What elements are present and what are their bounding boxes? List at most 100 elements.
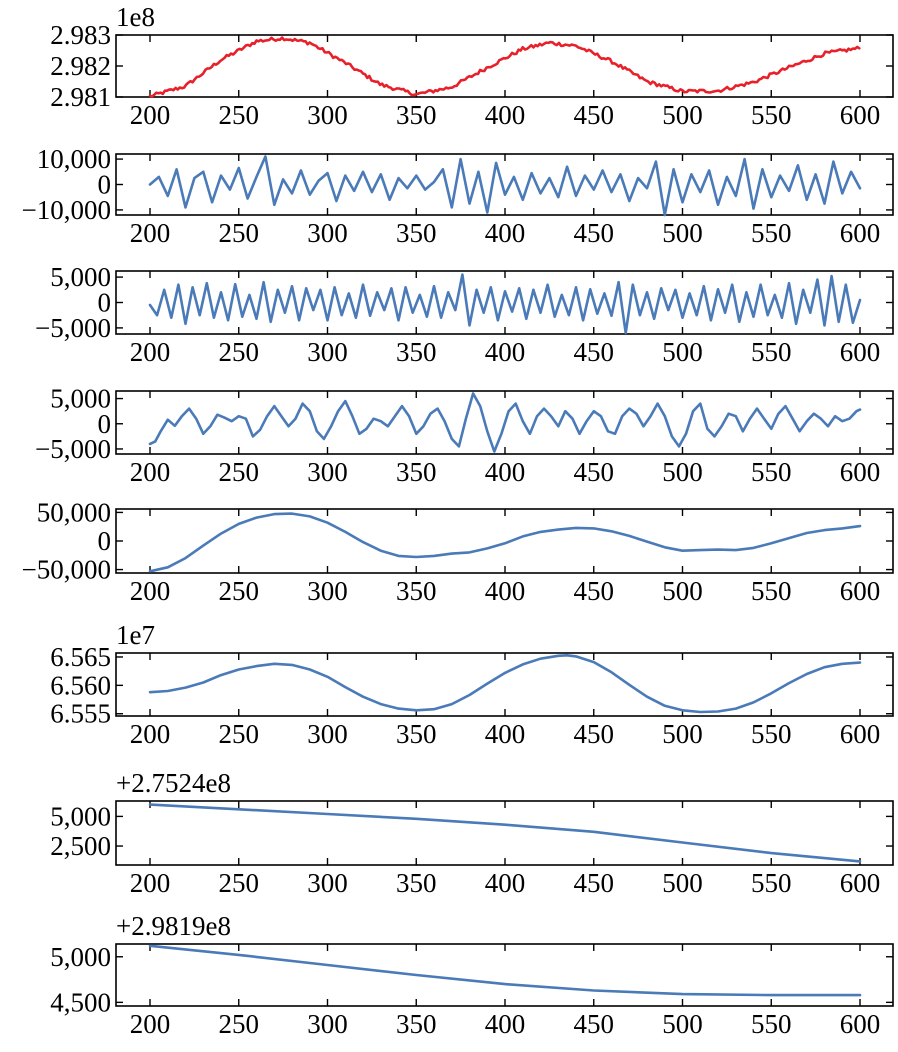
- x-tick-label: 450: [574, 719, 615, 749]
- x-tick-label: 300: [307, 218, 348, 248]
- x-tick-label: 350: [396, 868, 437, 898]
- series-line: [148, 392, 862, 453]
- x-tick-label: 600: [840, 100, 881, 130]
- x-tick-label: 350: [396, 457, 437, 487]
- y-tick-label: 6.565: [50, 642, 111, 672]
- x-tick-label: 250: [219, 868, 260, 898]
- x-tick-label: 300: [307, 457, 348, 487]
- axes-frame: [115, 652, 894, 717]
- x-tick-label: 200: [130, 868, 171, 898]
- y-tick-label: −5,000: [35, 313, 111, 343]
- x-tick-label: 200: [130, 218, 171, 248]
- x-tick-label: 300: [307, 719, 348, 749]
- x-tick-label: 500: [662, 100, 703, 130]
- subplot-6: 200 250 300 350 400 450 500 550 600 6.5556.5606.5…: [50, 620, 894, 749]
- x-tick-label: 550: [751, 868, 792, 898]
- x-tick-label: 400: [485, 337, 526, 367]
- series-line: [148, 155, 862, 217]
- y-tick-label: 2,500: [50, 831, 111, 861]
- series-line: [148, 654, 862, 714]
- axes-frame: [115, 800, 894, 866]
- y-tick-label: −5,000: [35, 434, 111, 464]
- x-tick-label: 550: [751, 457, 792, 487]
- x-tick-label: 450: [574, 218, 615, 248]
- series-line: [148, 803, 862, 863]
- x-tick-label: 200: [130, 100, 171, 130]
- x-tick-label: 300: [307, 1009, 348, 1039]
- subplot-1: 200 250 300 350 400 450 500 550 600 2.9812.9822.9…: [50, 2, 894, 130]
- x-tick-label: 400: [485, 576, 526, 606]
- subplot-5: 200 250 300 350 400 450 500 550 600 −50,000050,00…: [22, 497, 894, 606]
- y-tick-label: 5,000: [50, 942, 111, 972]
- x-tick-label: 400: [485, 1009, 526, 1039]
- x-tick-label: 350: [396, 100, 437, 130]
- x-tick-label: 550: [751, 218, 792, 248]
- x-tick-label: 350: [396, 337, 437, 367]
- axis-offset-label: +2.9819e8: [116, 911, 231, 941]
- x-tick-label: 300: [307, 337, 348, 367]
- x-tick-label: 250: [219, 337, 260, 367]
- subplot-8: 200 250 300 350 400 450 500 550 600 4,500 5,000+2.…: [50, 911, 894, 1039]
- series-line: [148, 512, 862, 573]
- x-tick-label: 500: [662, 218, 703, 248]
- x-tick-label: 600: [840, 218, 881, 248]
- series-line: [148, 944, 862, 997]
- x-tick-label: 250: [219, 576, 260, 606]
- x-tick-label: 350: [396, 1009, 437, 1039]
- y-tick-label: 2.982: [50, 51, 111, 81]
- x-tick-label: 200: [130, 337, 171, 367]
- x-tick-label: 350: [396, 218, 437, 248]
- y-tick-label: 0: [98, 288, 112, 318]
- x-tick-label: 500: [662, 576, 703, 606]
- x-tick-label: 500: [662, 337, 703, 367]
- axis-offset-label: 1e8: [116, 2, 155, 32]
- x-tick-label: 550: [751, 1009, 792, 1039]
- y-tick-label: 50,000: [37, 497, 111, 527]
- series-line: [148, 36, 861, 98]
- x-tick-label: 450: [574, 337, 615, 367]
- axis-offset-label: 1e7: [116, 620, 155, 650]
- x-tick-label: 550: [751, 576, 792, 606]
- x-tick-label: 600: [840, 868, 881, 898]
- x-tick-label: 250: [219, 457, 260, 487]
- x-tick-label: 600: [840, 1009, 881, 1039]
- y-tick-label: 5,000: [50, 384, 111, 414]
- axis-offset-label: +2.7524e8: [116, 768, 231, 798]
- x-tick-label: 250: [219, 100, 260, 130]
- y-tick-label: −50,000: [22, 555, 111, 585]
- y-tick-label: 2.983: [50, 20, 111, 50]
- x-tick-label: 200: [130, 1009, 171, 1039]
- x-tick-label: 550: [751, 337, 792, 367]
- subplot-2: 200 250 300 350 400 450 500 550 600 −10,000010,00…: [22, 144, 894, 248]
- x-tick-label: 550: [751, 100, 792, 130]
- x-tick-label: 500: [662, 719, 703, 749]
- y-tick-label: −10,000: [22, 195, 111, 225]
- x-tick-label: 500: [662, 457, 703, 487]
- y-tick-label: 0: [98, 170, 112, 200]
- x-tick-label: 450: [574, 576, 615, 606]
- y-tick-label: 5,000: [50, 801, 111, 831]
- x-tick-label: 300: [307, 576, 348, 606]
- y-tick-label: 2.981: [50, 82, 111, 112]
- x-tick-label: 450: [574, 457, 615, 487]
- x-tick-label: 350: [396, 719, 437, 749]
- x-tick-label: 250: [219, 719, 260, 749]
- x-tick-label: 200: [130, 719, 171, 749]
- x-tick-label: 600: [840, 719, 881, 749]
- x-tick-label: 350: [396, 576, 437, 606]
- y-tick-label: 10,000: [37, 144, 111, 174]
- y-tick-label: 6.555: [50, 699, 111, 729]
- x-tick-label: 400: [485, 719, 526, 749]
- x-tick-label: 500: [662, 1009, 703, 1039]
- x-tick-label: 400: [485, 218, 526, 248]
- y-tick-label: 5,000: [50, 262, 111, 292]
- series-line: [148, 273, 862, 335]
- x-tick-label: 550: [751, 719, 792, 749]
- y-tick-label: 6.560: [50, 670, 111, 700]
- x-tick-label: 300: [307, 100, 348, 130]
- x-tick-label: 450: [574, 1009, 615, 1039]
- y-tick-label: 0: [98, 526, 112, 556]
- x-tick-label: 250: [219, 1009, 260, 1039]
